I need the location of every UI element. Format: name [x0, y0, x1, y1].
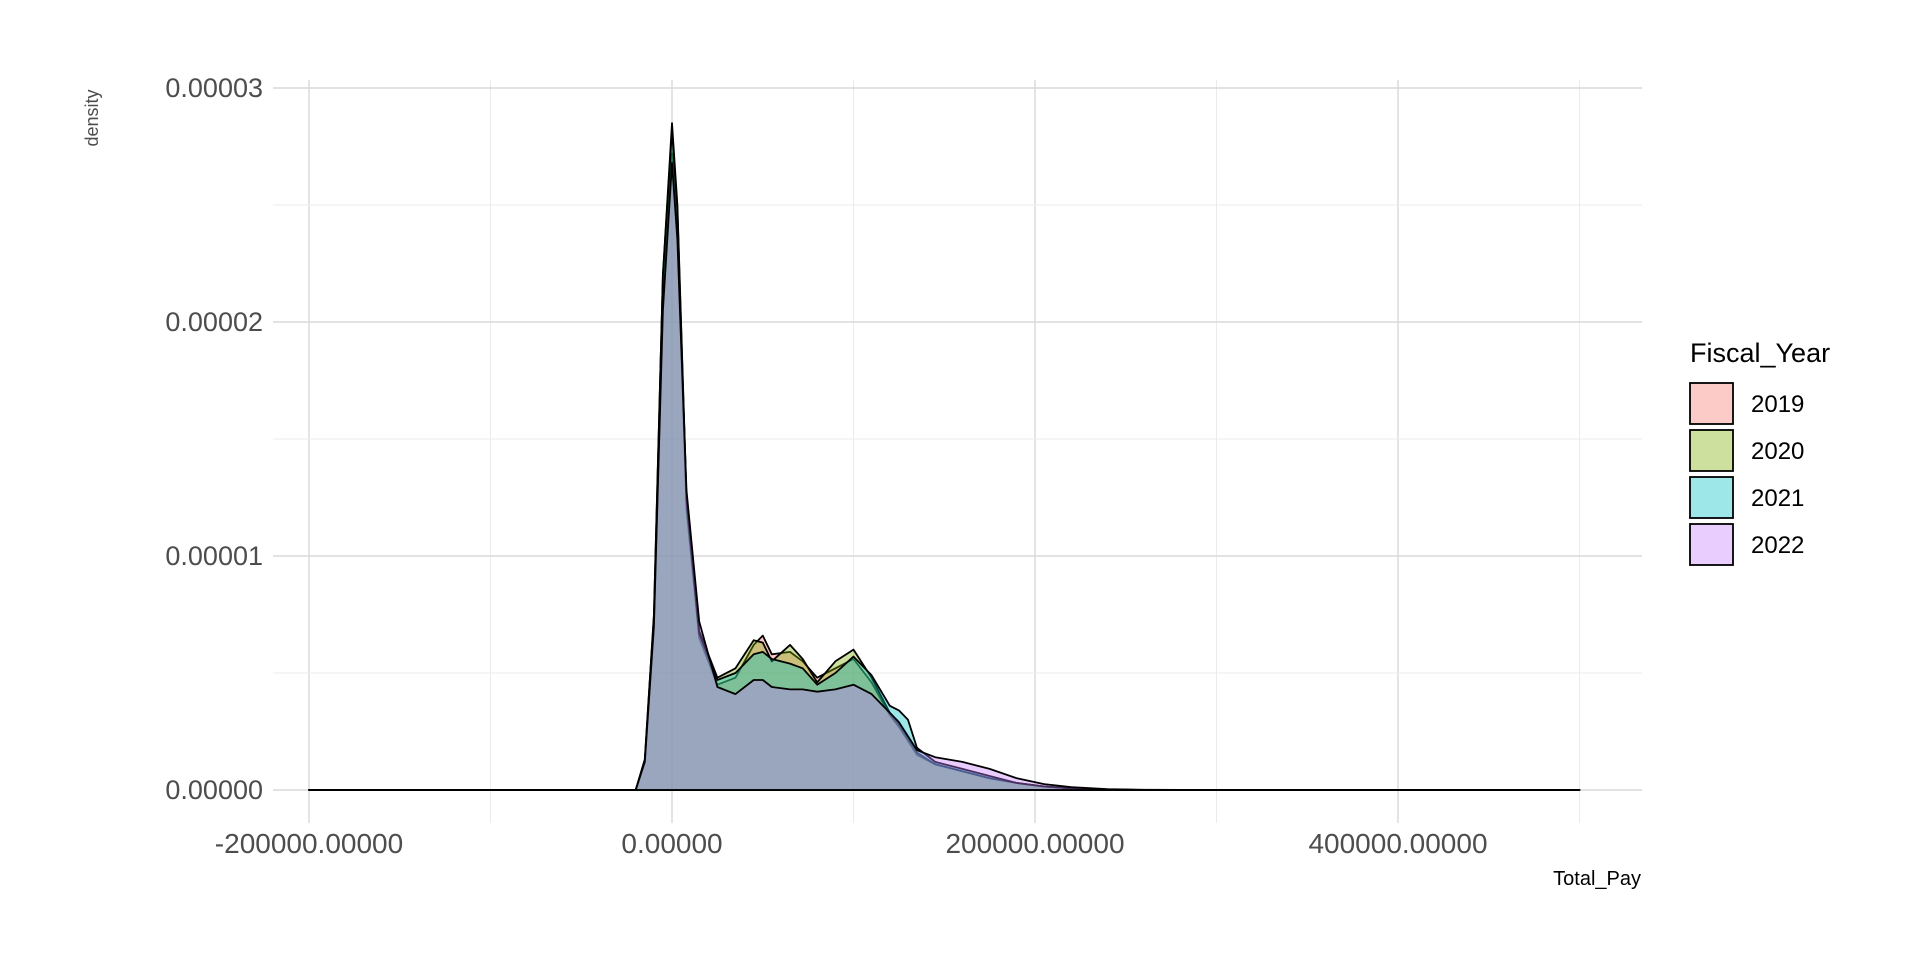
grid	[273, 80, 1642, 823]
legend-label-2020: 2020	[1751, 438, 1804, 465]
y-tick-label: 0.00000	[165, 775, 263, 805]
x-tick-label: 400000.00000	[1308, 828, 1487, 859]
density-area-2022	[308, 162, 1581, 791]
x-tick-label: 0.00000	[621, 828, 722, 859]
x-tick-label: -200000.00000	[215, 828, 403, 859]
x-tick-label: 200000.00000	[945, 828, 1124, 859]
legend-key-2020	[1689, 429, 1734, 472]
legend-key-2021	[1689, 476, 1734, 519]
legend-label-2021: 2021	[1751, 485, 1804, 512]
y-axis-label: density	[82, 89, 102, 146]
density-area-2020	[308, 122, 1581, 791]
y-axis-ticks: 0.00000 0.00001 0.00002 0.00003	[165, 73, 263, 805]
legend-key-2022	[1689, 523, 1734, 566]
x-axis-ticks: -200000.00000 0.00000 200000.00000 400000.0…	[215, 828, 1488, 859]
legend-label-2022: 2022	[1751, 532, 1804, 559]
y-tick-label: 0.00002	[165, 307, 263, 337]
y-tick-label: 0.00003	[165, 73, 263, 103]
legend-label-2019: 2019	[1751, 391, 1804, 418]
y-tick-label: 0.00001	[165, 541, 263, 571]
legend-key-2019	[1689, 382, 1734, 425]
legend-title: Fiscal_Year	[1690, 338, 1830, 368]
x-axis-label: Total_Pay	[1553, 868, 1641, 890]
legend: Fiscal_Year 2019 2020 2021 2022	[1689, 338, 1830, 566]
density-area-2019	[308, 152, 1581, 791]
density-areas	[308, 122, 1581, 791]
density-area-2021	[308, 129, 1581, 791]
